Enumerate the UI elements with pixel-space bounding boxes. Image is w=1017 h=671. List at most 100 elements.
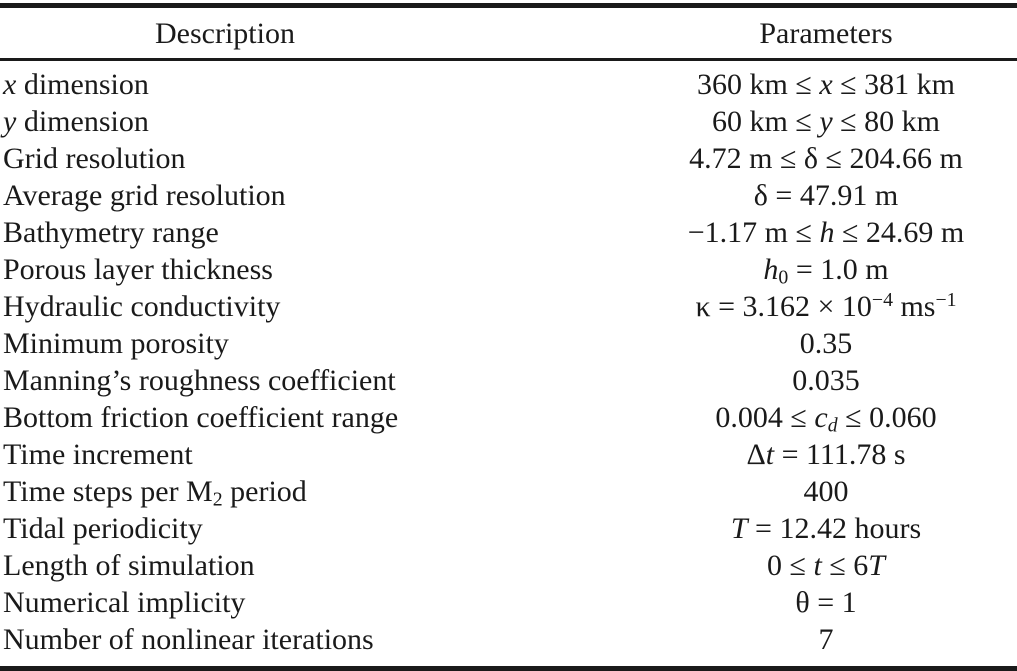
parameter-cell: 0.35 [635, 327, 1017, 364]
parameter-cell: δ = 47.91 m [635, 179, 1017, 216]
description-cell: Minimum porosity [0, 327, 635, 364]
parameters-column-header: Parameters [635, 5, 1017, 61]
text-segment: Numerical implicity [3, 586, 246, 619]
table-row: Tidal periodicity T = 12.42 hours [0, 512, 1017, 549]
text-segment: Minimum porosity [3, 327, 229, 360]
text-segment: Average grid resolution [3, 179, 286, 212]
description-cell: Porous layer thickness [0, 253, 635, 290]
parameter-cell: 400 [635, 475, 1017, 512]
text-segment: dimension [16, 105, 149, 138]
table-row: Hydraulic conductivity κ = 3.162 × 10−4 m… [0, 290, 1017, 327]
parameter-cell: θ = 1 [635, 586, 1017, 623]
parameter-cell: −1.17 m ≤ h ≤ 24.69 m [635, 216, 1017, 253]
text-segment: = 1.0 m [788, 253, 889, 286]
text-segment: ≤ 6 [821, 549, 869, 582]
text-segment: Length of simulation [3, 549, 255, 582]
text-segment: h [763, 253, 779, 286]
table-header: Description Parameters [0, 5, 1017, 61]
table-row: Porous layer thickness h0 = 1.0 m [0, 253, 1017, 290]
parameter-cell: 360 km ≤ x ≤ 381 km [635, 60, 1017, 106]
text-segment: −4 [871, 289, 893, 312]
parameter-cell: T = 12.42 hours [635, 512, 1017, 549]
parameter-cell: 60 km ≤ y ≤ 80 km [635, 105, 1017, 142]
text-segment: = 111.78 s [774, 438, 906, 471]
text-segment: ≤ 381 km [832, 68, 955, 101]
description-cell: Average grid resolution [0, 179, 635, 216]
description-cell: Hydraulic conductivity [0, 290, 635, 327]
description-cell: Tidal periodicity [0, 512, 635, 549]
parameter-cell: 4.72 m ≤ δ ≤ 204.66 m [635, 142, 1017, 179]
text-segment: 360 km ≤ [697, 68, 820, 101]
header-row: Description Parameters [0, 5, 1017, 61]
table-row: Bottom friction coefficient range 0.004 ≤… [0, 401, 1017, 438]
description-cell: Number of nonlinear iterations [0, 623, 635, 669]
text-segment: t [813, 549, 822, 582]
table-row: Bathymetry range −1.17 m ≤ h ≤ 24.69 m [0, 216, 1017, 253]
description-cell: Numerical implicity [0, 586, 635, 623]
text-segment: Δ [746, 438, 766, 471]
table-row: Average grid resolution δ = 47.91 m [0, 179, 1017, 216]
text-segment: dimension [16, 68, 149, 101]
text-segment: = 12.42 hours [747, 512, 922, 545]
text-segment: Time steps per M [3, 475, 213, 508]
table-row: Time increment Δt = 111.78 s [0, 438, 1017, 475]
text-segment: y [3, 105, 17, 138]
parameter-cell: 7 [635, 623, 1017, 669]
text-segment: 0.35 [799, 327, 853, 360]
text-segment: −1.17 m ≤ [687, 216, 820, 249]
simulation-parameters-table: Description Parameters x dimension 360 km… [0, 3, 1017, 671]
text-segment: Porous layer thickness [3, 253, 273, 286]
description-cell: Length of simulation [0, 549, 635, 586]
text-segment: 0.004 ≤ [715, 401, 815, 434]
description-cell: y dimension [0, 105, 635, 142]
text-segment: θ = 1 [795, 586, 857, 619]
description-cell: Manning’s roughness coefficient [0, 364, 635, 401]
text-segment: Number of nonlinear iterations [3, 623, 374, 656]
text-segment: T [868, 549, 885, 582]
table-body: x dimension 360 km ≤ x ≤ 381 km y dimensio… [0, 60, 1017, 669]
parameter-cell: Δt = 111.78 s [635, 438, 1017, 475]
description-cell: Bathymetry range [0, 216, 635, 253]
text-segment: x [819, 68, 833, 101]
text-segment: Grid resolution [3, 142, 186, 175]
description-cell: Bottom friction coefficient range [0, 401, 635, 438]
table-row: Minimum porosity 0.35 [0, 327, 1017, 364]
text-segment: 0 ≤ [767, 549, 814, 582]
parameter-cell: 0.004 ≤ cd ≤ 0.060 [635, 401, 1017, 438]
description-cell: Time increment [0, 438, 635, 475]
description-cell: Time steps per M2 period [0, 475, 635, 512]
text-segment: d [827, 414, 838, 437]
text-segment: T [730, 512, 748, 545]
text-segment: y [819, 105, 833, 138]
table-row: Numerical implicity θ = 1 [0, 586, 1017, 623]
text-segment: 60 km ≤ [712, 105, 820, 138]
table-row: Length of simulation 0 ≤ t ≤ 6T [0, 549, 1017, 586]
text-segment: t [765, 438, 775, 471]
text-segment: Time increment [3, 438, 193, 471]
text-segment: δ = 47.91 m [753, 179, 899, 212]
table-row: x dimension 360 km ≤ x ≤ 381 km [0, 60, 1017, 106]
text-segment: −1 [935, 289, 957, 312]
text-segment: 2 [212, 488, 223, 511]
table-row: Number of nonlinear iterations 7 [0, 623, 1017, 669]
text-segment: κ = 3.162 × 10 [695, 290, 872, 323]
text-segment: Hydraulic conductivity [3, 290, 281, 323]
description-cell: x dimension [0, 60, 635, 106]
description-cell: Grid resolution [0, 142, 635, 179]
text-segment: Manning’s roughness coefficient [3, 364, 396, 397]
parameter-cell: κ = 3.162 × 10−4 ms−1 [635, 290, 1017, 327]
text-segment: period [222, 475, 307, 508]
text-segment: ≤ 24.69 m [834, 216, 965, 249]
text-segment: 4.72 m ≤ δ ≤ 204.66 m [689, 142, 963, 175]
text-segment: ms [892, 290, 936, 323]
text-segment: x [3, 68, 17, 101]
table-row: Manning’s roughness coefficient 0.035 [0, 364, 1017, 401]
text-segment: Bathymetry range [3, 216, 219, 249]
description-column-header: Description [0, 5, 635, 61]
table-row: Time steps per M2 period 400 [0, 475, 1017, 512]
text-segment: h [819, 216, 835, 249]
text-segment: 7 [818, 623, 834, 656]
text-segment: c [814, 401, 828, 434]
parameter-cell: 0 ≤ t ≤ 6T [635, 549, 1017, 586]
